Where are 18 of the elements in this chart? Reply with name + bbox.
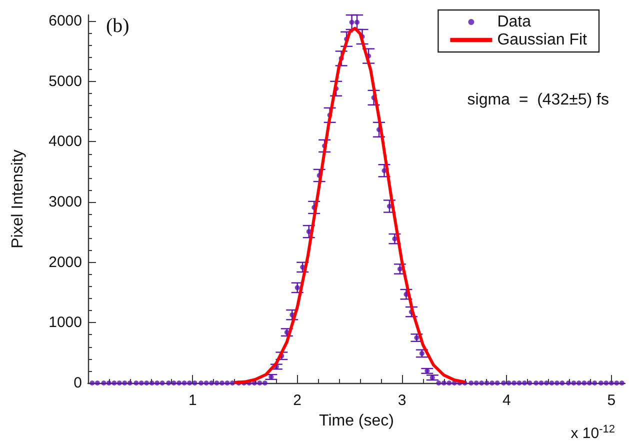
x-tick-label: 3 — [398, 392, 406, 409]
y-tick-label: 2000 — [48, 254, 82, 271]
y-tick-label: 0 — [74, 374, 82, 392]
x-tick-label: 2 — [293, 392, 302, 409]
x-axis-title: Time (sec) — [319, 412, 394, 430]
y-tick-label: 3000 — [48, 194, 82, 211]
annotation: (b) — [106, 15, 130, 37]
y-tick-label: 6000 — [48, 12, 82, 30]
annotation: sigma = (432±5) fs — [467, 92, 610, 108]
y-tick-label: 1000 — [48, 314, 82, 332]
legend-label: Data — [497, 14, 532, 30]
x-tick-label: 1 — [188, 392, 197, 409]
y-axis-title: Pixel Intensity — [10, 150, 26, 248]
x-tick-label: 4 — [502, 392, 511, 409]
legend-label: Gaussian Fit — [497, 32, 588, 48]
y-tick-label: 4000 — [48, 133, 82, 150]
x-tick-label: 5 — [607, 392, 616, 409]
y-tick-label: 5000 — [48, 72, 82, 90]
